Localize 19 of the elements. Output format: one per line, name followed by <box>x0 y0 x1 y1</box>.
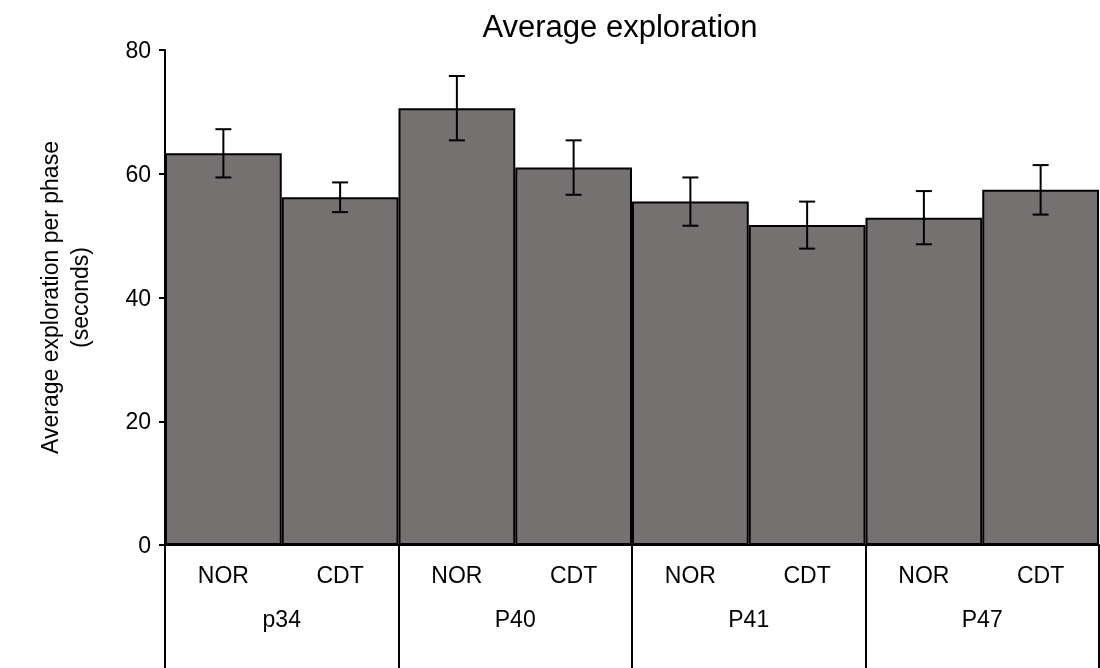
x-tick-label: CDT <box>549 561 598 588</box>
x-tick-label: NOR <box>431 561 483 588</box>
text: P40 <box>494 605 536 632</box>
text: P47 <box>961 605 1003 632</box>
y-tick-label: 60 <box>125 160 151 187</box>
x-tick-label: CDT <box>1016 561 1065 588</box>
text: P41 <box>728 605 770 632</box>
x-tick-label: NOR <box>664 561 716 588</box>
x-tick-label: NOR <box>898 561 950 588</box>
y-tick-label: 0 <box>138 532 151 558</box>
y-tick-label: 40 <box>125 284 151 311</box>
y-axis-title: Average exploration per phase (seconds) <box>37 141 93 454</box>
chart-title: Average exploration <box>482 9 758 44</box>
x-tick-label: CDT <box>316 561 364 588</box>
x-tick-label: CDT <box>783 561 831 588</box>
text: p34 <box>262 605 302 632</box>
y-tick-label: 20 <box>125 408 151 435</box>
x-tick-label: NOR <box>197 561 249 588</box>
y-tick-label: 80 <box>125 37 151 63</box>
